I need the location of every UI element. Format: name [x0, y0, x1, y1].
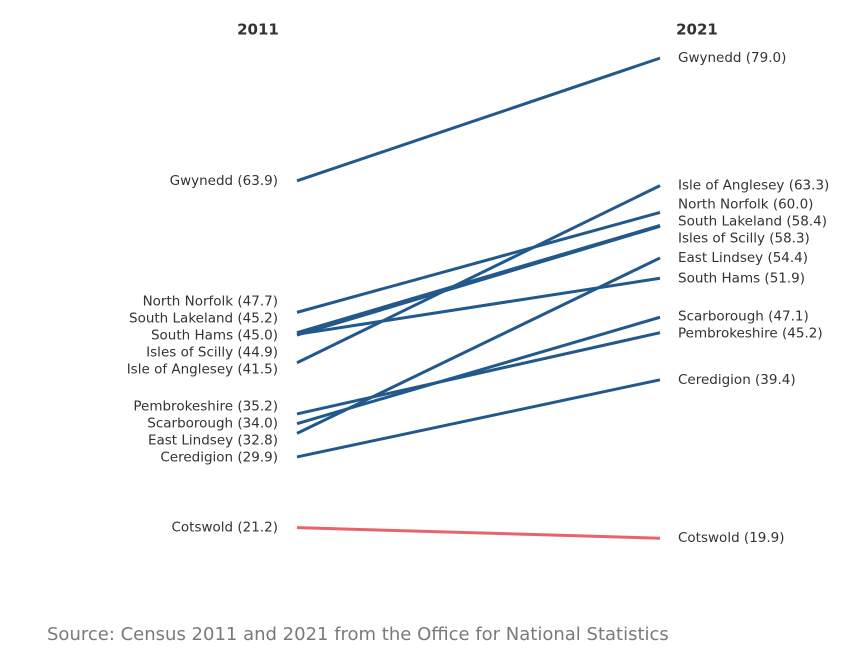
source-note: Source: Census 2011 and 2021 from the Of… [47, 624, 669, 645]
slope-line [296, 224, 661, 337]
slope-line [296, 211, 661, 314]
value-label: Gwynedd (63.9) [170, 173, 278, 189]
value-label: Cotswold (21.2) [171, 520, 278, 536]
value-label: South Hams (51.9) [678, 270, 805, 286]
value-label: South Hams (45.0) [151, 327, 278, 343]
value-label: Isles of Scilly (44.9) [146, 344, 278, 360]
value-label: North Norfolk (47.7) [143, 293, 278, 309]
value-label: Cotswold (19.9) [678, 530, 785, 546]
value-label: Pembrokeshire (35.2) [133, 398, 278, 414]
column-header: 2011 [237, 21, 279, 39]
value-label: South Lakeland (58.4) [678, 213, 827, 229]
slope-line [296, 56, 661, 183]
slope-line [296, 378, 661, 459]
value-label: Scarborough (47.1) [678, 308, 809, 324]
value-label: East Lindsey (54.4) [678, 250, 808, 266]
value-label: Ceredigion (39.4) [678, 372, 796, 388]
slope-line [296, 526, 661, 540]
value-label: Isles of Scilly (58.3) [678, 230, 810, 246]
value-label: North Norfolk (60.0) [678, 196, 813, 212]
slope-line [296, 276, 661, 336]
value-label: Pembrokeshire (45.2) [678, 325, 823, 341]
value-label: Isle of Anglesey (41.5) [127, 361, 278, 377]
value-label: Gwynedd (79.0) [678, 50, 786, 66]
column-header: 2021 [676, 21, 718, 39]
value-label: East Lindsey (32.8) [148, 432, 278, 448]
slope-line [296, 184, 661, 365]
value-label: Scarborough (34.0) [147, 415, 278, 431]
value-label: South Lakeland (45.2) [129, 310, 278, 326]
slope-line [296, 331, 661, 416]
slope-line [296, 315, 661, 426]
value-label: Isle of Anglesey (63.3) [678, 178, 829, 194]
value-label: Ceredigion (29.9) [160, 449, 278, 465]
